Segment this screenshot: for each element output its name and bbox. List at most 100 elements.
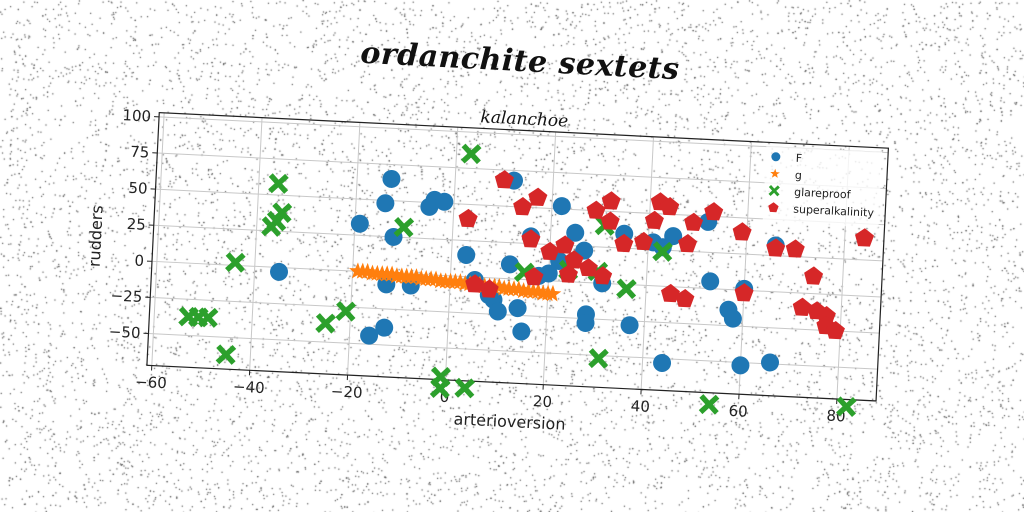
data-point bbox=[552, 197, 571, 216]
series-g bbox=[349, 262, 562, 302]
legend-label: F bbox=[795, 152, 802, 165]
y-axis-label: rudders bbox=[85, 205, 107, 268]
data-point bbox=[731, 356, 750, 375]
data-point bbox=[586, 200, 606, 220]
data-point bbox=[804, 266, 824, 285]
legend-box bbox=[762, 146, 883, 228]
data-point bbox=[761, 353, 780, 372]
data-point bbox=[732, 222, 752, 241]
data-point bbox=[197, 307, 219, 328]
data-point bbox=[660, 197, 680, 216]
data-point bbox=[684, 212, 704, 231]
data-point bbox=[578, 258, 598, 277]
data-point bbox=[488, 302, 507, 321]
data-point bbox=[734, 283, 754, 302]
data-point bbox=[652, 241, 673, 262]
data-point bbox=[601, 191, 621, 210]
data-point bbox=[335, 301, 357, 322]
data-point bbox=[268, 173, 289, 194]
data-point bbox=[528, 187, 548, 207]
data-point bbox=[465, 274, 485, 293]
data-point bbox=[544, 284, 562, 302]
data-point bbox=[704, 202, 724, 221]
data-point bbox=[429, 378, 451, 399]
legend-marker bbox=[768, 202, 779, 213]
data-point bbox=[457, 245, 476, 264]
data-point bbox=[460, 143, 482, 165]
x-axis-label: arterioversion bbox=[453, 409, 566, 433]
x-grid-line bbox=[444, 127, 459, 380]
data-point bbox=[555, 235, 575, 254]
data-point bbox=[698, 394, 720, 415]
data-point bbox=[600, 211, 620, 230]
x-grid-line bbox=[347, 122, 361, 376]
plot-frame bbox=[146, 111, 890, 402]
data-point bbox=[382, 169, 401, 188]
data-point bbox=[512, 322, 531, 341]
x-tick-label: 20 bbox=[532, 392, 552, 411]
legend-label: glareproof bbox=[794, 186, 852, 202]
data-point bbox=[653, 353, 672, 372]
data-point bbox=[215, 344, 237, 365]
series-superalkalinity bbox=[458, 170, 875, 340]
legend-marker bbox=[768, 185, 780, 197]
x-grid-line bbox=[151, 112, 165, 366]
legend-label: g bbox=[795, 169, 803, 182]
data-point bbox=[435, 192, 454, 211]
y-tick-label: 25 bbox=[126, 215, 146, 234]
data-point bbox=[825, 320, 845, 340]
data-point bbox=[513, 197, 533, 216]
x-tick-label: −20 bbox=[330, 382, 362, 402]
x-tick-label: 40 bbox=[630, 397, 650, 416]
data-point bbox=[678, 234, 698, 253]
data-point bbox=[521, 229, 541, 248]
data-point bbox=[458, 208, 478, 228]
data-point bbox=[270, 262, 289, 281]
data-point bbox=[701, 272, 720, 291]
data-point bbox=[620, 316, 639, 335]
data-point bbox=[614, 233, 634, 253]
data-point bbox=[644, 210, 664, 230]
data-point bbox=[376, 194, 395, 213]
data-point bbox=[576, 314, 595, 333]
data-point bbox=[588, 348, 609, 369]
data-point bbox=[539, 264, 558, 283]
data-point bbox=[479, 279, 499, 298]
data-point bbox=[524, 267, 544, 286]
y-tick-label: 0 bbox=[134, 251, 144, 269]
data-point bbox=[558, 264, 578, 283]
y-tick-label: 50 bbox=[128, 179, 148, 198]
legend-marker bbox=[771, 152, 781, 162]
data-point bbox=[508, 299, 527, 318]
data-point bbox=[593, 266, 613, 285]
y-grid-line bbox=[148, 333, 878, 370]
data-point bbox=[564, 250, 584, 269]
y-tick-label: −50 bbox=[108, 323, 140, 343]
data-series bbox=[178, 143, 875, 417]
y-tick-label: 100 bbox=[122, 106, 151, 125]
data-point bbox=[785, 239, 805, 258]
data-point bbox=[375, 318, 394, 337]
data-point bbox=[454, 377, 475, 399]
data-point bbox=[675, 288, 695, 308]
x-tick-label: 60 bbox=[728, 402, 748, 421]
data-point bbox=[350, 214, 369, 233]
data-point bbox=[792, 297, 812, 316]
x-tick-label: −40 bbox=[233, 378, 265, 398]
data-point bbox=[393, 216, 415, 238]
data-point bbox=[500, 255, 519, 274]
y-tick-label: 75 bbox=[130, 143, 150, 162]
data-point bbox=[494, 170, 514, 189]
y-tick-label: −25 bbox=[110, 286, 142, 306]
data-point bbox=[634, 231, 654, 251]
data-point bbox=[566, 223, 585, 242]
data-point bbox=[836, 396, 857, 417]
data-point bbox=[723, 309, 742, 328]
data-point bbox=[616, 278, 637, 300]
data-point bbox=[664, 227, 683, 246]
data-point bbox=[315, 313, 336, 334]
data-point bbox=[261, 216, 282, 237]
